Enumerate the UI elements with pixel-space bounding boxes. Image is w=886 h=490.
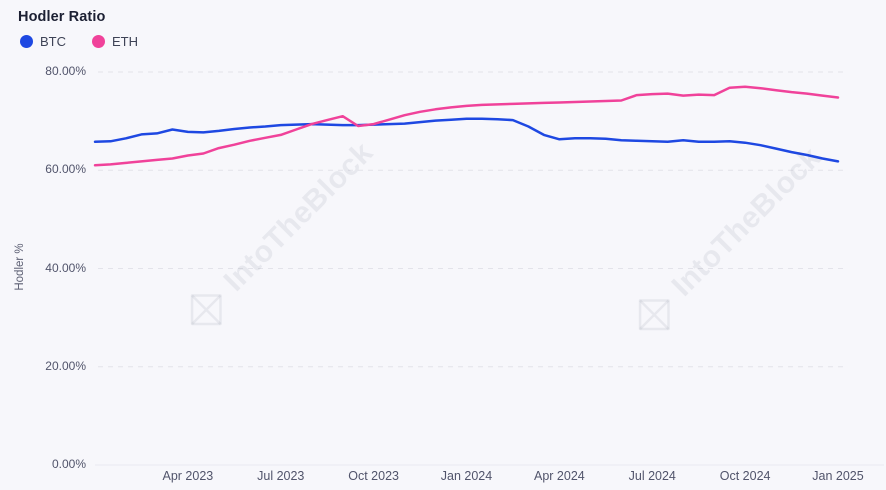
x-tick-label-apr-2024: Apr 2024 — [534, 469, 585, 483]
x-tick-label-jan-2024: Jan 2024 — [440, 469, 493, 483]
chart-title: Hodler Ratio — [18, 9, 106, 25]
legend-item-btc[interactable]: BTC — [20, 34, 66, 49]
x-tick-label-oct-2024: Oct 2024 — [719, 469, 771, 483]
legend-label-eth: ETH — [112, 34, 138, 49]
y-tick-label-60: 60.00% — [45, 162, 86, 177]
x-tick-label-jul-2024: Jul 2024 — [628, 469, 676, 483]
eth-series-dot-icon — [92, 35, 105, 48]
y-tick-label-80: 80.00% — [45, 64, 86, 78]
btc-line-series[interactable] — [93, 117, 840, 163]
eth-line-series[interactable] — [93, 85, 840, 167]
y-tick-label-0: 0.00% — [51, 457, 86, 471]
y-tick-label-20: 20.00% — [45, 358, 86, 373]
legend-item-eth[interactable]: ETH — [92, 34, 138, 49]
chart-legend: BTC ETH — [20, 34, 138, 49]
btc-series-dot-icon — [20, 35, 33, 48]
x-tick-label-apr-2023: Apr 2023 — [162, 469, 214, 483]
x-tick-label-jan-2025: Jan 2025 — [812, 469, 864, 483]
x-tick-label-jul-2023: Jul 2023 — [257, 469, 305, 483]
legend-label-btc: BTC — [40, 34, 66, 49]
x-tick-label-oct-2023: Oct 2023 — [348, 469, 399, 483]
y-tick-label-40: 40.00% — [45, 260, 86, 275]
